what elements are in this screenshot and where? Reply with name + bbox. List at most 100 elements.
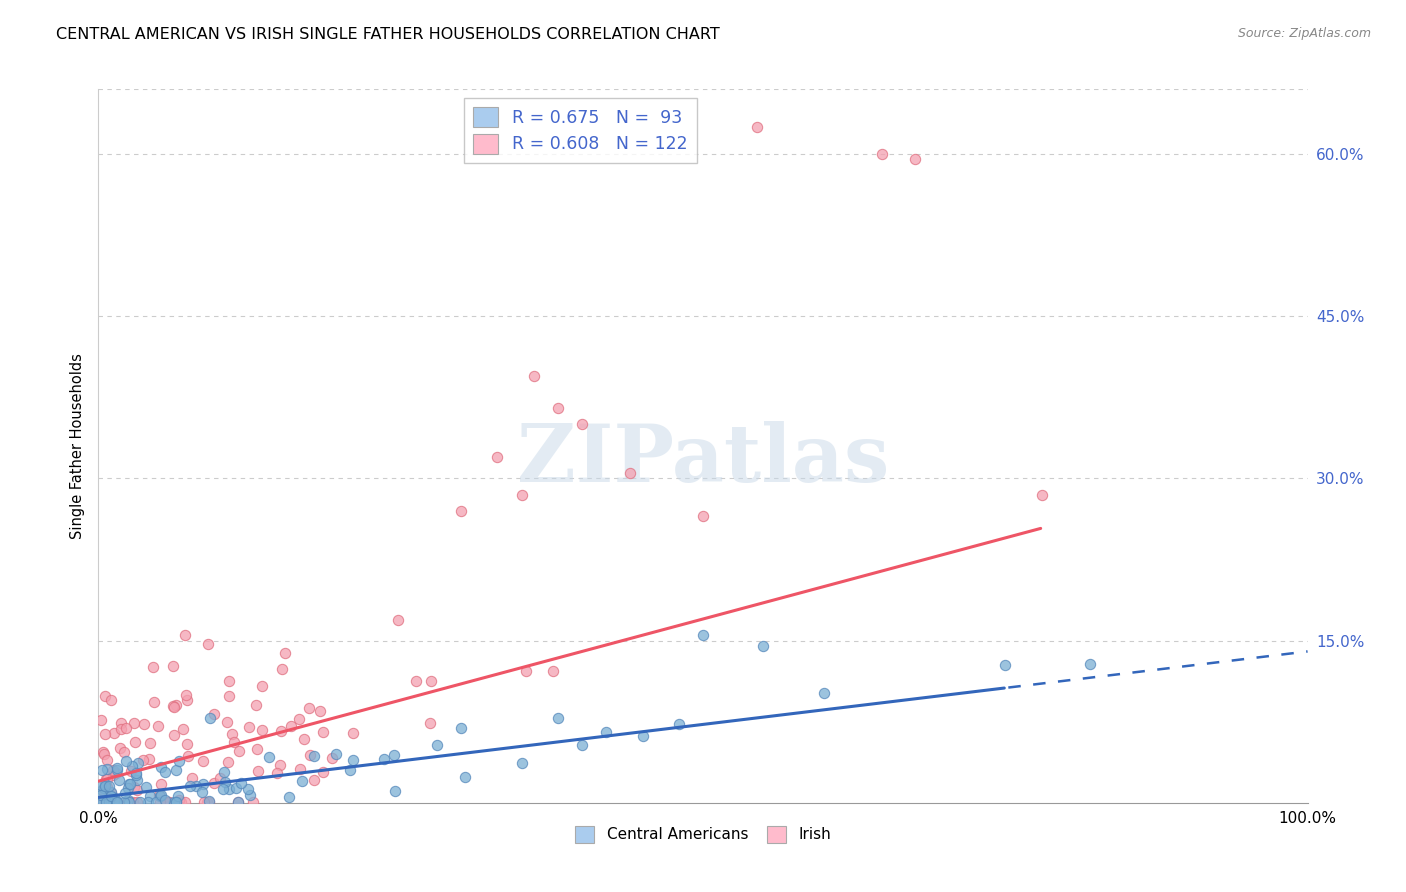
Point xyxy=(118,777,141,791)
Point xyxy=(870,147,893,161)
Point xyxy=(124,715,146,730)
Point xyxy=(747,120,769,134)
Point xyxy=(104,792,127,806)
Point xyxy=(104,795,127,809)
Point xyxy=(163,728,186,742)
Point xyxy=(191,754,214,768)
Point xyxy=(96,795,118,809)
Point xyxy=(193,795,215,809)
Point xyxy=(91,745,114,759)
Point xyxy=(384,783,406,797)
Point xyxy=(619,466,641,480)
Point xyxy=(595,724,617,739)
Point xyxy=(198,794,221,808)
Point xyxy=(302,749,325,764)
Point xyxy=(204,775,226,789)
Point xyxy=(155,795,177,809)
Point xyxy=(139,736,162,750)
Point xyxy=(257,749,280,764)
Point xyxy=(339,764,361,778)
Point xyxy=(100,692,122,706)
Point xyxy=(236,781,259,796)
Point xyxy=(172,722,194,736)
Point xyxy=(212,782,235,797)
Point xyxy=(221,727,243,741)
Point xyxy=(173,628,195,642)
Point xyxy=(165,698,187,713)
Point xyxy=(245,698,267,713)
Point xyxy=(165,764,187,778)
Point xyxy=(163,795,186,809)
Point xyxy=(132,716,155,731)
Point xyxy=(124,735,146,749)
Point xyxy=(125,772,148,787)
Point xyxy=(132,753,155,767)
Point xyxy=(165,795,187,809)
Point xyxy=(631,729,654,743)
Point xyxy=(129,795,152,809)
Point xyxy=(218,690,240,704)
Point xyxy=(177,749,200,764)
Point xyxy=(117,793,139,807)
Point xyxy=(105,765,128,780)
Point xyxy=(174,688,197,702)
Point xyxy=(149,788,172,802)
Point xyxy=(342,725,364,739)
Point xyxy=(100,789,122,803)
Point xyxy=(94,795,117,809)
Text: CENTRAL AMERICAN VS IRISH SINGLE FATHER HOUSEHOLDS CORRELATION CHART: CENTRAL AMERICAN VS IRISH SINGLE FATHER … xyxy=(56,27,720,42)
Point xyxy=(96,795,118,809)
Point xyxy=(103,726,125,740)
Point xyxy=(270,723,292,738)
Point xyxy=(100,786,122,800)
Point xyxy=(308,704,330,718)
Point xyxy=(450,721,472,735)
Point xyxy=(510,756,533,771)
Point xyxy=(110,722,132,736)
Point xyxy=(148,789,170,803)
Point xyxy=(115,721,138,735)
Point xyxy=(813,686,835,700)
Point xyxy=(98,795,121,809)
Y-axis label: Single Father Households: Single Father Households xyxy=(70,353,86,539)
Point xyxy=(1078,657,1101,672)
Point xyxy=(162,698,184,713)
Point xyxy=(222,735,245,749)
Point xyxy=(121,795,143,809)
Point xyxy=(238,720,260,734)
Point xyxy=(198,711,221,725)
Point xyxy=(242,795,264,809)
Point xyxy=(94,783,117,797)
Point xyxy=(197,637,219,651)
Point xyxy=(117,795,139,809)
Point xyxy=(142,659,165,673)
Point xyxy=(214,775,236,789)
Point xyxy=(93,747,115,761)
Point xyxy=(136,795,159,809)
Point xyxy=(114,786,136,800)
Point xyxy=(510,488,533,502)
Point xyxy=(93,780,115,795)
Point xyxy=(122,780,145,794)
Point xyxy=(118,777,141,791)
Point xyxy=(138,752,160,766)
Point xyxy=(181,771,204,785)
Point xyxy=(191,785,214,799)
Point xyxy=(266,765,288,780)
Point xyxy=(215,714,238,729)
Point xyxy=(90,795,112,809)
Point xyxy=(90,795,112,809)
Point xyxy=(143,695,166,709)
Point xyxy=(382,748,405,763)
Point xyxy=(252,679,274,693)
Point xyxy=(250,723,273,738)
Point xyxy=(105,795,128,809)
Point xyxy=(121,759,143,773)
Point xyxy=(101,789,124,804)
Point xyxy=(405,674,427,689)
Point xyxy=(547,401,569,416)
Point xyxy=(198,795,221,809)
Point xyxy=(218,781,240,796)
Point xyxy=(157,795,180,809)
Point xyxy=(107,773,129,788)
